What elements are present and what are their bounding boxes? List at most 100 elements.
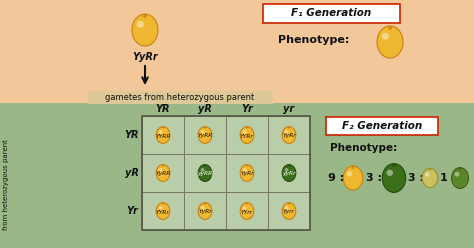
- Text: YyRr: YyRr: [132, 52, 158, 62]
- Ellipse shape: [382, 33, 389, 40]
- Text: yyRr: yyRr: [282, 172, 296, 177]
- Bar: [142, 116, 310, 230]
- Ellipse shape: [240, 126, 254, 143]
- Text: YyRr: YyRr: [282, 133, 296, 138]
- Ellipse shape: [198, 126, 212, 143]
- Text: Yyrr: Yyrr: [283, 210, 295, 215]
- Ellipse shape: [156, 126, 170, 143]
- Text: YYRr: YYRr: [156, 210, 170, 215]
- Ellipse shape: [156, 203, 170, 219]
- Ellipse shape: [288, 126, 290, 129]
- Text: YR: YR: [156, 104, 170, 114]
- Ellipse shape: [282, 126, 296, 143]
- Text: yR: yR: [198, 104, 212, 114]
- FancyBboxPatch shape: [263, 4, 400, 23]
- Ellipse shape: [284, 130, 289, 134]
- Ellipse shape: [377, 26, 403, 58]
- Bar: [184, 192, 226, 230]
- Bar: [268, 192, 310, 230]
- Text: F₂ Generation: F₂ Generation: [342, 121, 422, 131]
- Text: from heterozygous parent: from heterozygous parent: [3, 140, 9, 230]
- Bar: [0, 103, 474, 248]
- Ellipse shape: [204, 165, 206, 167]
- Bar: [142, 116, 184, 154]
- Text: Phenotype:: Phenotype:: [330, 143, 397, 153]
- Text: YyRr: YyRr: [198, 210, 212, 215]
- Ellipse shape: [351, 166, 355, 169]
- Ellipse shape: [198, 203, 212, 219]
- Text: YYRR: YYRR: [155, 133, 171, 138]
- Bar: [268, 154, 310, 192]
- Ellipse shape: [284, 168, 289, 172]
- Text: Yr: Yr: [241, 104, 253, 114]
- Text: gametes from heterozygous parent: gametes from heterozygous parent: [105, 93, 255, 101]
- Bar: [226, 192, 268, 230]
- Ellipse shape: [201, 206, 204, 210]
- Ellipse shape: [459, 168, 461, 170]
- Ellipse shape: [204, 203, 206, 205]
- Ellipse shape: [240, 203, 254, 219]
- Ellipse shape: [243, 206, 246, 210]
- Text: F₁ Generation: F₁ Generation: [292, 8, 372, 19]
- Bar: [184, 116, 226, 154]
- Ellipse shape: [162, 203, 164, 205]
- Text: YYRr: YYRr: [240, 133, 254, 138]
- Ellipse shape: [282, 203, 296, 219]
- Text: YyRR: YyRR: [155, 172, 171, 177]
- Ellipse shape: [201, 130, 204, 134]
- Ellipse shape: [159, 130, 163, 134]
- Ellipse shape: [162, 126, 164, 129]
- Ellipse shape: [132, 14, 158, 46]
- Bar: [0, 0, 474, 103]
- Text: YyRR: YyRR: [197, 133, 213, 138]
- Ellipse shape: [343, 166, 363, 190]
- Text: yr: yr: [283, 104, 294, 114]
- Text: 1: 1: [440, 173, 448, 183]
- Ellipse shape: [240, 165, 254, 181]
- Bar: [268, 116, 310, 154]
- Ellipse shape: [386, 170, 393, 176]
- Text: yR: yR: [125, 168, 139, 178]
- Ellipse shape: [201, 168, 204, 172]
- Ellipse shape: [429, 168, 431, 171]
- Ellipse shape: [452, 168, 468, 188]
- Ellipse shape: [159, 168, 163, 172]
- Ellipse shape: [288, 203, 290, 205]
- Bar: [184, 154, 226, 192]
- Ellipse shape: [246, 126, 248, 129]
- Ellipse shape: [204, 126, 206, 129]
- Bar: [142, 192, 184, 230]
- Ellipse shape: [383, 164, 406, 192]
- Ellipse shape: [388, 26, 392, 30]
- Ellipse shape: [347, 171, 352, 176]
- Bar: [226, 116, 268, 154]
- Ellipse shape: [143, 14, 147, 18]
- Ellipse shape: [455, 172, 459, 177]
- Ellipse shape: [246, 203, 248, 205]
- Text: 3 :: 3 :: [366, 173, 382, 183]
- Text: 3 :: 3 :: [408, 173, 424, 183]
- Ellipse shape: [243, 168, 246, 172]
- Ellipse shape: [162, 165, 164, 167]
- FancyBboxPatch shape: [326, 117, 438, 135]
- Text: yyRR: yyRR: [197, 172, 213, 177]
- Ellipse shape: [392, 164, 396, 167]
- Text: YyRr: YyRr: [240, 172, 254, 177]
- Ellipse shape: [159, 206, 163, 210]
- Ellipse shape: [198, 165, 212, 181]
- Text: Phenotype:: Phenotype:: [278, 35, 349, 45]
- Bar: [88, 91, 273, 104]
- Ellipse shape: [282, 165, 296, 181]
- Ellipse shape: [284, 206, 289, 210]
- Ellipse shape: [243, 130, 246, 134]
- Ellipse shape: [246, 165, 248, 167]
- Text: YYrr: YYrr: [241, 210, 253, 215]
- Ellipse shape: [288, 165, 290, 167]
- Ellipse shape: [156, 165, 170, 181]
- Text: 9 :: 9 :: [328, 173, 344, 183]
- Bar: [226, 154, 268, 192]
- Text: YR: YR: [125, 130, 139, 140]
- Ellipse shape: [422, 168, 438, 187]
- Ellipse shape: [137, 21, 144, 28]
- Bar: [142, 154, 184, 192]
